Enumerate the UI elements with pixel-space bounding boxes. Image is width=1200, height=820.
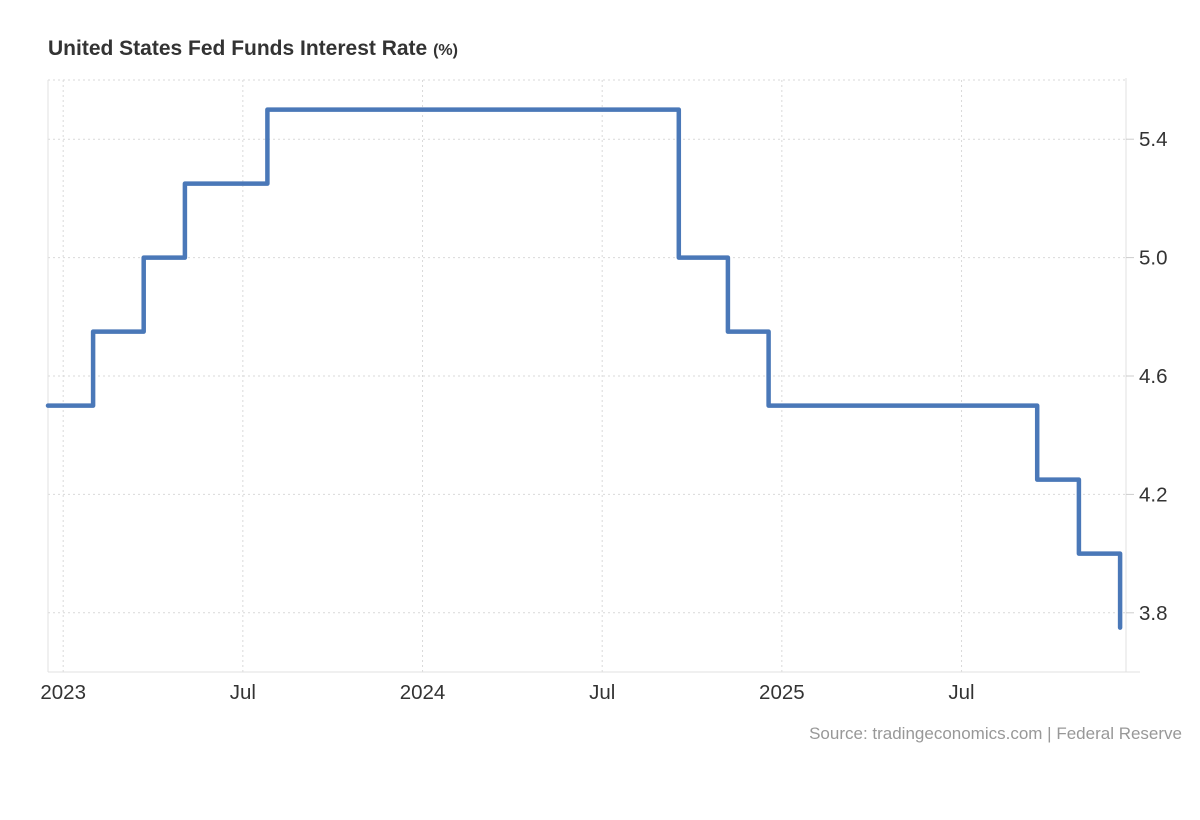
x-axis-label: 2023 <box>40 681 86 704</box>
y-axis-label: 5.0 <box>1139 247 1168 270</box>
x-axis-label: Jul <box>948 681 974 704</box>
plot-area[interactable] <box>48 80 1126 672</box>
chart-title: United States Fed Funds Interest Rate (%… <box>48 36 458 64</box>
x-axis-label: 2024 <box>400 681 446 704</box>
y-axis-label: 5.4 <box>1139 128 1168 151</box>
x-axis-label: 2025 <box>759 681 805 704</box>
source-attribution: Source: tradingeconomics.com | Federal R… <box>809 724 1182 743</box>
rate-step-line[interactable] <box>45 107 1123 630</box>
y-axis-label: 4.2 <box>1139 483 1168 506</box>
x-axis-label: Jul <box>230 681 256 704</box>
y-axis-label: 3.8 <box>1139 602 1168 625</box>
y-axis-label: 4.6 <box>1139 365 1168 388</box>
chart-title-text: United States Fed Funds Interest Rate <box>48 37 428 60</box>
chart-title-unit: (%) <box>433 42 458 59</box>
x-axis-label: Jul <box>589 681 615 704</box>
